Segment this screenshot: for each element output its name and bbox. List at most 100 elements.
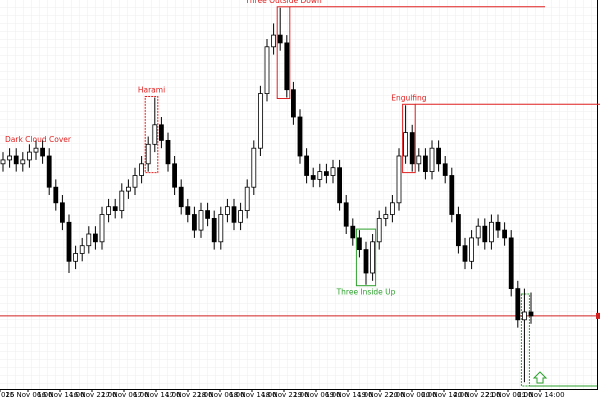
candle-body	[310, 175, 316, 180]
x-tick-label: 18 Nov 14:00	[229, 391, 276, 399]
candle-body	[429, 147, 435, 172]
candle-body	[436, 147, 442, 165]
pattern-box	[355, 228, 377, 287]
x-tick-label: 025	[1, 391, 14, 399]
candle-body	[482, 225, 488, 243]
candle-body	[145, 143, 151, 165]
candle-body	[20, 159, 26, 165]
candle-body	[191, 214, 197, 231]
candle-body	[462, 245, 468, 262]
candle-body	[383, 214, 389, 219]
candle-body	[165, 139, 171, 165]
candle-body	[66, 221, 72, 262]
candle-body	[337, 167, 343, 204]
candle-body	[284, 42, 290, 91]
candle-body	[132, 175, 138, 188]
pattern-box	[276, 6, 291, 99]
candle-body	[271, 34, 277, 48]
candle-body	[218, 214, 224, 243]
candle-body	[46, 155, 52, 188]
candle-body	[264, 46, 270, 94]
candle-body	[449, 175, 455, 215]
candle-body	[257, 93, 263, 149]
pattern-label: Three Inside Up	[336, 288, 396, 297]
candle-body	[26, 151, 32, 161]
x-tick-label: 17 Nov 14:00	[133, 391, 180, 399]
x-tick-label: 16 Nov 14:00	[37, 391, 84, 399]
x-tick-label: 20 Nov 14:00	[421, 391, 468, 399]
candle-body	[231, 206, 237, 223]
pattern-label: Dark Cloud Cover	[5, 135, 72, 144]
candle-body	[416, 155, 422, 165]
candle-body	[376, 217, 382, 243]
candle-body	[185, 206, 191, 215]
candle-body	[403, 132, 409, 157]
x-tick-label: 18 Nov 22:00	[261, 391, 308, 399]
candle-body	[350, 225, 356, 239]
candle-body	[139, 163, 145, 176]
candle-body	[211, 217, 217, 243]
candle-body	[40, 147, 45, 157]
candle-body	[356, 237, 362, 250]
candle-body	[178, 186, 184, 208]
candle-body	[0, 159, 6, 165]
candle-body	[244, 186, 250, 211]
candle-body	[442, 163, 448, 176]
candle-body	[13, 155, 19, 165]
candle-body	[290, 89, 296, 118]
candle-body	[224, 206, 230, 215]
candle-body	[323, 171, 329, 176]
candle-body	[330, 167, 336, 176]
candle-body	[158, 124, 164, 141]
x-tick-label: 18 Nov 06:00	[197, 391, 244, 399]
candle-body	[205, 210, 211, 219]
candle-body	[343, 202, 349, 227]
candle-body	[99, 214, 105, 243]
candle-body	[86, 233, 92, 247]
pattern-label: Harami	[138, 86, 165, 95]
signal-box	[520, 293, 530, 387]
x-tick-label: 21 Nov 06:00	[485, 391, 532, 399]
candle-body	[389, 202, 395, 215]
candle-body	[495, 221, 501, 231]
candle-body	[93, 233, 98, 243]
pattern-box	[402, 103, 416, 174]
x-tick-label: 17 Nov 22:00	[165, 391, 212, 399]
candle-body	[422, 155, 428, 172]
signal-arrow	[532, 371, 548, 384]
candle-body	[33, 147, 39, 153]
candle-body	[7, 155, 12, 161]
x-tick-label: 21 Nov 14:00	[517, 391, 564, 399]
candle-body	[317, 171, 323, 180]
candle-body	[198, 210, 204, 231]
x-tick-label: 17 Nov 06:00	[101, 391, 148, 399]
candle-body	[277, 34, 283, 44]
x-tick-label: 16 Nov 22:00	[69, 391, 116, 399]
x-tick-label: 20 Nov 06:00	[389, 391, 436, 399]
candle-body	[126, 186, 131, 192]
candle-body	[502, 229, 508, 239]
candle-body	[370, 241, 376, 274]
candle-body	[469, 237, 475, 262]
candle-body	[297, 116, 303, 157]
candle-body	[522, 311, 527, 321]
price-marker	[596, 312, 600, 319]
pattern-box	[144, 96, 159, 174]
pattern-label: Engulfing	[391, 93, 427, 102]
candle-body	[73, 253, 78, 262]
candle-body	[172, 163, 178, 188]
candle-body	[396, 155, 402, 204]
candle-body	[238, 210, 244, 223]
candle-body	[152, 124, 158, 145]
x-tick-label: 20 Nov 22:00	[453, 391, 500, 399]
candle-body	[79, 245, 85, 254]
candle-body	[515, 288, 521, 321]
candle-body	[508, 237, 514, 289]
candle-body	[53, 186, 59, 204]
x-tick-label: 19 Nov 22:00	[357, 391, 404, 399]
candle-body	[304, 155, 310, 176]
candle-body	[528, 311, 534, 317]
candle-body	[363, 249, 369, 274]
